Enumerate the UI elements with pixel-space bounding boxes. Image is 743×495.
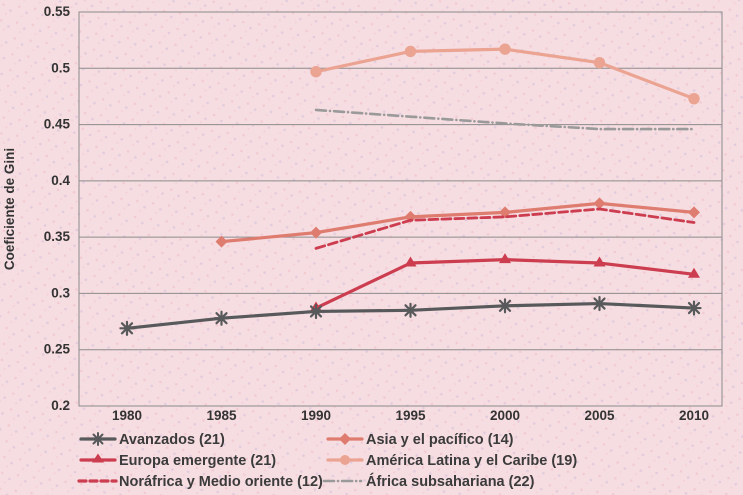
svg-text:Coeficiente de Gini: Coeficiente de Gini: [2, 148, 17, 270]
svg-text:América Latina y el Caribe (19: América Latina y el Caribe (19): [366, 453, 577, 469]
svg-text:1990: 1990: [301, 408, 331, 423]
svg-text:0.4: 0.4: [51, 173, 70, 188]
svg-text:2005: 2005: [584, 408, 615, 423]
svg-text:0.45: 0.45: [44, 117, 71, 132]
svg-text:Noráfrica y Medio oriente (12): Noráfrica y Medio oriente (12): [119, 474, 323, 490]
svg-text:0.55: 0.55: [44, 4, 71, 19]
svg-text:0.2: 0.2: [51, 398, 70, 413]
svg-text:0.35: 0.35: [44, 229, 71, 244]
svg-text:África subsahariana (22): África subsahariana (22): [366, 473, 535, 490]
svg-text:Asia y el pacífico (14): Asia y el pacífico (14): [366, 432, 514, 448]
svg-text:Europa emergente (21): Europa emergente (21): [119, 453, 276, 469]
svg-text:2000: 2000: [490, 408, 520, 423]
svg-text:0.3: 0.3: [51, 285, 70, 300]
svg-text:1995: 1995: [395, 408, 426, 423]
svg-text:0.25: 0.25: [44, 342, 71, 357]
svg-text:1980: 1980: [112, 408, 142, 423]
svg-text:0.5: 0.5: [51, 60, 70, 75]
svg-text:1985: 1985: [206, 408, 237, 423]
svg-text:2010: 2010: [679, 408, 709, 423]
svg-text:Avanzados (21): Avanzados (21): [119, 432, 225, 448]
